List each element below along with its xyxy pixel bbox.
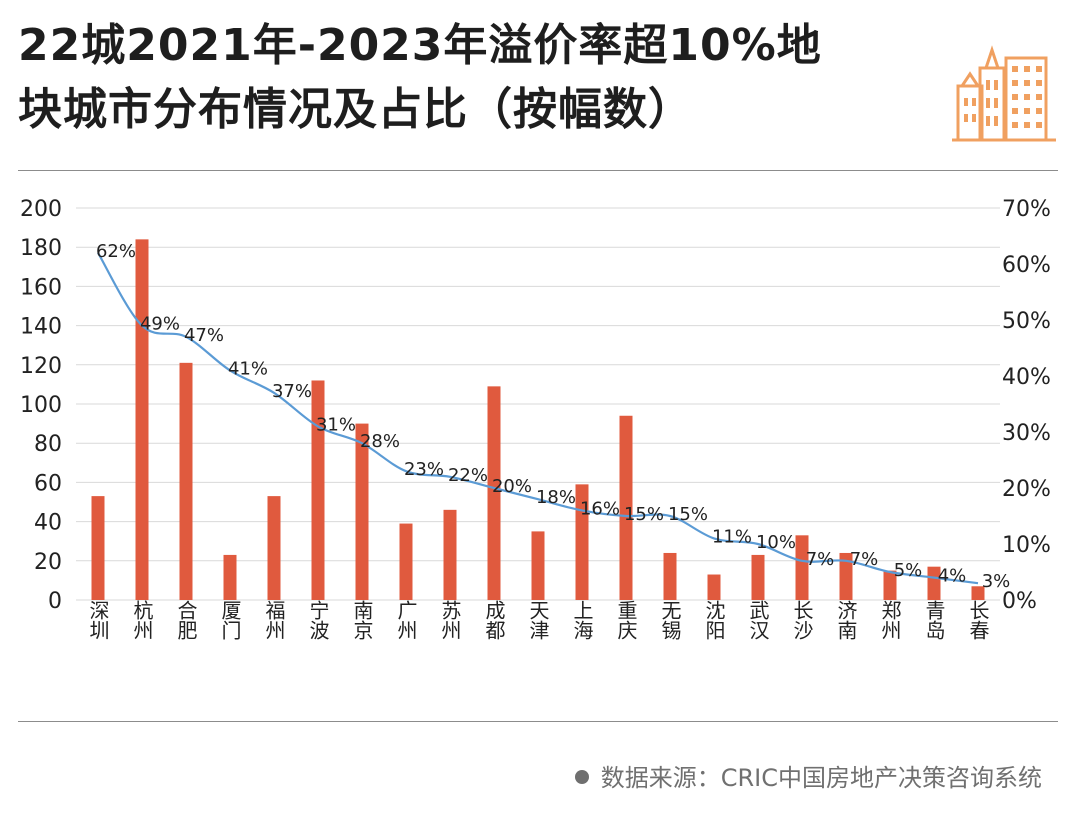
bar-长春 [971,586,985,600]
x-tick-label: 杭州 [130,600,154,640]
x-tick-label: 深圳 [86,600,110,640]
x-tick-label: 南京 [350,600,374,640]
bar-广州 [399,523,413,600]
data-label: 3% [982,571,1011,592]
bar-福州 [267,496,281,600]
bar-宁波 [311,380,325,600]
x-tick-label: 无锡 [658,600,682,640]
data-label: 16% [580,498,620,519]
bar-长沙 [795,535,809,600]
x-tick-label: 长沙 [790,600,814,640]
data-label: 10% [756,532,796,553]
bar-上海 [575,484,589,600]
x-tick-label: 长春 [966,600,990,640]
x-tick-label: 成都 [482,600,506,640]
bar-武汉 [751,554,765,600]
x-tick-label: 合肥 [174,600,198,640]
x-tick-label: 郑州 [878,600,902,640]
bar-无锡 [663,552,677,600]
y-left-tick-label: 200 [20,197,62,222]
x-tick-label: 青岛 [922,600,946,640]
data-label: 18% [536,487,576,508]
y-right-tick-label: 50% [1002,309,1051,334]
data-label: 15% [624,504,664,525]
source-text: 数据来源：CRIC中国房地产决策咨询系统 [600,764,1042,792]
data-label: 31% [316,414,356,435]
data-label: 15% [668,504,708,525]
x-tick-label: 福州 [262,600,286,640]
data-label: 47% [184,325,224,346]
y-right-tick-label: 60% [1002,253,1051,278]
chart: 0 20 40 60 80 100 120 140 160 180 200 0% 10% 20% 30% 40… [20,197,1051,640]
x-tick-label: 上海 [570,600,594,640]
data-label: 23% [404,459,444,480]
y-left-tick-label: 80 [34,432,62,457]
y-left-tick-label: 0 [48,589,62,614]
y-right-tick-label: 10% [1002,533,1051,558]
y-left-tick-label: 20 [34,550,62,575]
bar-合肥 [179,362,193,600]
bar-重庆 [619,415,633,600]
bar-沈阳 [707,574,721,600]
bar-天津 [531,531,545,600]
y-left-tick-label: 60 [34,471,62,496]
chart-title-line-2: 块城市分布情况及占比（按幅数） [18,84,693,135]
x-tick-label: 沈阳 [702,600,726,640]
source-note: 数据来源：CRIC中国房地产决策咨询系统 [574,758,1042,793]
bar-成都 [487,386,501,600]
bottom-divider [18,721,1058,722]
x-tick-label: 厦门 [218,600,242,640]
y-left-tick-label: 100 [20,393,62,418]
y-right-tick-label: 30% [1002,421,1051,446]
data-label: 7% [850,549,879,570]
x-tick-label: 宁波 [306,600,330,640]
y-right-tick-label: 0% [1002,589,1037,614]
x-tick-label: 济南 [834,600,858,640]
x-tick-label: 广州 [394,600,418,640]
x-tick-label: 武汉 [746,600,770,640]
y-left-tick-label: 140 [20,315,62,340]
y-right-tick-label: 70% [1002,197,1051,222]
x-tick-label: 天津 [526,600,550,640]
y-left-tick-label: 180 [20,236,62,261]
data-label: 28% [360,431,400,452]
bar-苏州 [443,509,457,600]
bar-厦门 [223,554,237,600]
data-label: 11% [712,526,752,547]
data-label: 41% [228,358,268,379]
share-line [97,252,979,585]
bar-济南 [839,552,853,600]
data-label: 22% [448,465,488,486]
data-label: 62% [96,241,136,262]
top-divider [18,170,1058,171]
data-label: 4% [938,566,967,587]
data-label: 7% [806,549,835,570]
chart-title: 22城2021年-2023年溢价率超10%地 块城市分布情况及占比（按幅数） [18,14,938,142]
bar-深圳 [91,496,105,600]
bullet-dot-icon [574,770,589,784]
bar-南京 [355,423,369,600]
data-label: 49% [140,314,180,335]
y-left-tick-label: 40 [34,511,62,536]
y-left-tick-label: 160 [20,275,62,300]
data-label: 5% [894,560,923,581]
chart-title-line-1: 22城2021年-2023年溢价率超10%地 [18,20,822,71]
bar-杭州 [135,239,149,601]
y-left-tick-label: 120 [20,354,62,379]
data-label: 20% [492,476,532,497]
bar-郑州 [883,570,897,600]
bar-青岛 [927,566,941,600]
y-right-tick-label: 40% [1002,365,1051,390]
data-label: 37% [272,381,312,402]
y-right-tick-label: 20% [1002,477,1051,502]
x-tick-label: 重庆 [614,600,638,640]
x-tick-label: 苏州 [438,600,462,640]
building-icon [952,45,1056,142]
